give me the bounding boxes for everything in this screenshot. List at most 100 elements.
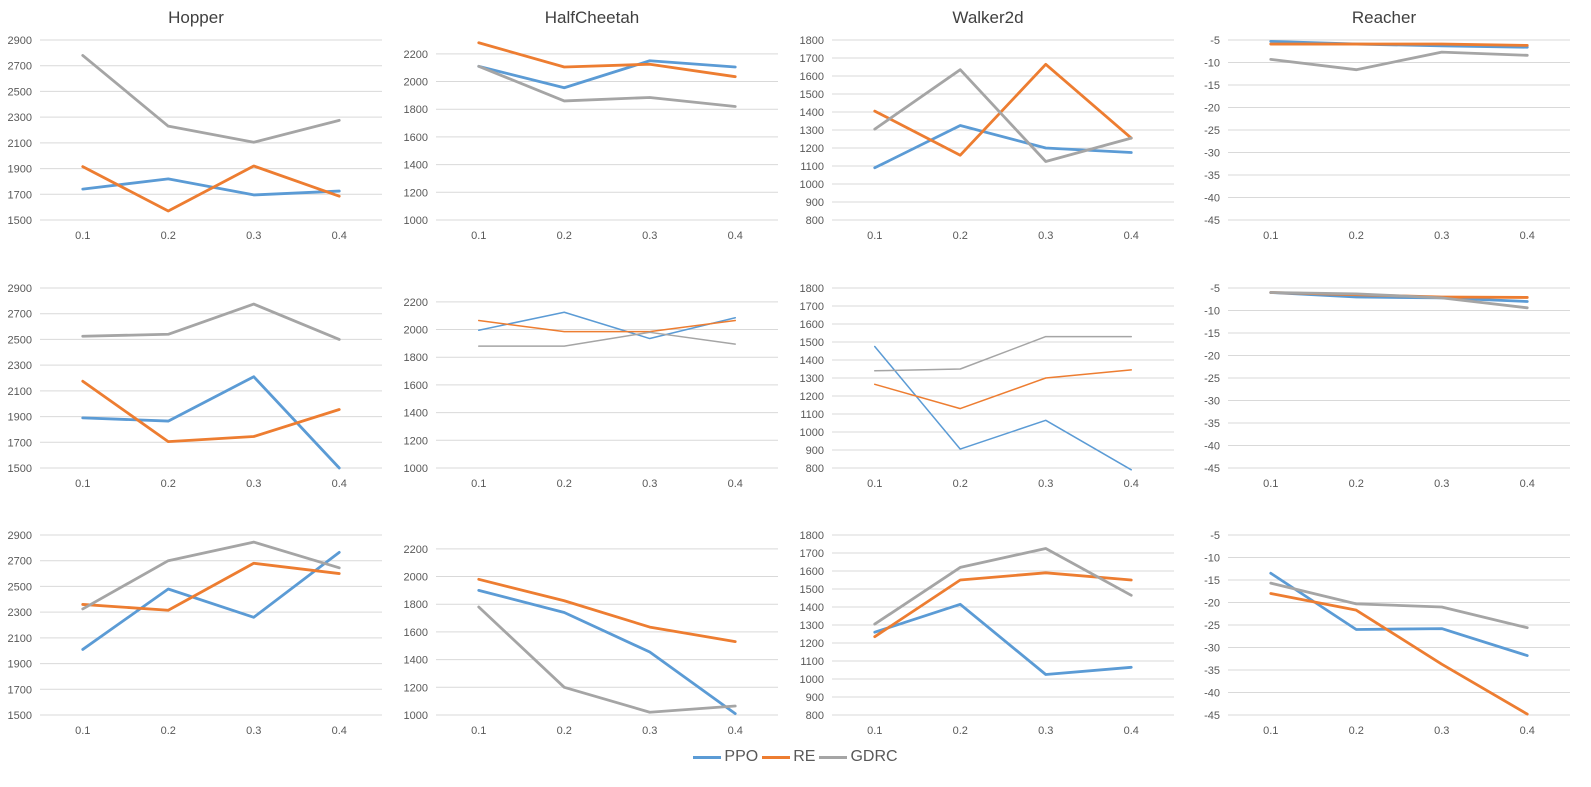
y-tick-label: 1600: [404, 627, 428, 639]
y-tick-label: 1700: [800, 53, 824, 65]
chart-svg: 1000 1200 1400 1600 1800 2000 2200 0.1 0.2 0.3 0.4: [404, 544, 778, 737]
x-tick-label: 0.1: [75, 478, 90, 490]
y-tick-label: 2500: [8, 86, 32, 98]
y-tick-label: -15: [1204, 575, 1220, 587]
y-tick-label: 1800: [404, 104, 428, 116]
y-tick-label: -5: [1210, 35, 1220, 47]
x-tick-label: 0.3: [642, 725, 657, 737]
x-tick-label: 0.4: [332, 478, 347, 490]
chart-svg: -45 -40 -35 -30 -25 -20 -15 -10 -5 0.1 0.2 0.3 0.4: [1204, 35, 1570, 242]
series-line-gdrc: [81, 54, 341, 144]
y-tick-label: -40: [1204, 193, 1220, 205]
y-tick-label: 1400: [800, 355, 824, 367]
x-tick-label: 0.4: [1520, 725, 1535, 737]
column-title-walker2d: Walker2d: [952, 8, 1024, 27]
y-tick-label: 1600: [800, 71, 824, 83]
legend-label-ppo: PPO: [724, 748, 759, 765]
y-tick-label: 1200: [404, 682, 428, 694]
series-line-re: [873, 62, 1133, 157]
y-tick-label: -25: [1204, 620, 1220, 632]
x-tick-label: 0.4: [728, 478, 743, 490]
series-line-re: [81, 379, 341, 444]
y-tick-label: 800: [806, 710, 824, 722]
y-tick-label: -40: [1204, 688, 1220, 700]
y-tick-label: -40: [1204, 441, 1220, 453]
y-tick-label: -35: [1204, 418, 1220, 430]
x-tick-label: 0.4: [1124, 725, 1139, 737]
x-tick-label: 0.1: [75, 230, 90, 242]
x-tick-label: 0.3: [642, 478, 657, 490]
x-tick-label: 0.2: [161, 230, 176, 242]
y-tick-label: 2300: [8, 607, 32, 619]
x-tick-label: 0.1: [471, 230, 486, 242]
legend-label-re: RE: [793, 748, 816, 765]
x-tick-label: 0.3: [1434, 725, 1449, 737]
series-line-gdrc: [477, 64, 737, 108]
column-title-halfcheetah: HalfCheetah: [544, 8, 640, 27]
chart-svg: 1000 1200 1400 1600 1800 2000 2200 0.1 0.2 0.3 0.4: [404, 41, 778, 242]
y-tick-label: 1600: [800, 319, 824, 331]
y-tick-label: 2300: [8, 112, 32, 124]
series-line-re: [873, 571, 1133, 639]
y-tick-label: 1700: [8, 189, 32, 201]
y-tick-label: -30: [1204, 643, 1220, 655]
legend-label-gdrc: GDRC: [850, 748, 898, 765]
chart-walker2d-row-2: 800 900 1000 1100 1200 1300 1400 1500 1600 1700 18…: [792, 248, 1184, 498]
chart-svg: 800 900 1000 1100 1200 1300 1400 1500 1600 1700 18…: [800, 283, 1174, 490]
y-tick-label: 2700: [8, 556, 32, 568]
series-line-ppo: [873, 602, 1133, 676]
y-tick-label: 2100: [8, 386, 32, 398]
legend-swatch-ppo: [693, 755, 722, 759]
y-tick-label: -5: [1210, 283, 1220, 295]
y-tick-label: 2900: [8, 530, 32, 542]
x-tick-label: 0.3: [642, 230, 657, 242]
series-line-gdrc: [1269, 50, 1529, 72]
chart-halfcheetah-row-2: 1000 1200 1400 1600 1800 2000 2200 0.1 0.2 0.3 0.4: [396, 248, 788, 498]
y-tick-label: -10: [1204, 553, 1220, 565]
y-tick-label: -10: [1204, 306, 1220, 318]
series-line-gdrc: [1269, 581, 1529, 630]
y-tick-label: 900: [806, 692, 824, 704]
y-tick-label: -35: [1204, 665, 1220, 677]
y-tick-label: 1400: [404, 655, 428, 667]
y-tick-label: 1800: [404, 599, 428, 611]
y-tick-label: 1000: [404, 710, 428, 722]
series-line-re: [478, 319, 736, 333]
x-tick-label: 0.3: [246, 725, 261, 737]
y-tick-label: -30: [1204, 148, 1220, 160]
chart-walker2d-row-1: 800 900 1000 1100 1200 1300 1400 1500 1600 1700 18…: [792, 0, 1184, 250]
x-tick-label: 0.1: [867, 478, 882, 490]
y-tick-label: 2200: [404, 49, 428, 61]
series-line-gdrc: [478, 331, 736, 347]
x-tick-label: 0.1: [471, 478, 486, 490]
y-tick-label: 2000: [404, 325, 428, 337]
y-tick-label: 1700: [800, 548, 824, 560]
chart-halfcheetah-row-3: 1000 1200 1400 1600 1800 2000 2200 0.1 0.2 0.3 0.4: [396, 495, 788, 745]
y-tick-label: 2300: [8, 360, 32, 372]
series-line-re: [477, 41, 737, 79]
legend-item-gdrc: GDRC: [819, 748, 898, 766]
series-line-re: [1269, 592, 1529, 716]
y-tick-label: 1800: [800, 530, 824, 542]
y-tick-label: 900: [806, 197, 824, 209]
legend-item-re: RE: [762, 748, 815, 766]
x-tick-label: 0.2: [1349, 230, 1364, 242]
legend-swatch-re: [762, 755, 791, 759]
series-line-gdrc: [874, 335, 1132, 372]
y-tick-label: 1800: [800, 35, 824, 47]
series-line-gdrc: [873, 68, 1133, 163]
series-line-re: [81, 561, 341, 612]
y-tick-label: 1600: [404, 380, 428, 392]
y-tick-label: 1900: [8, 659, 32, 671]
y-tick-label: 1500: [8, 215, 32, 227]
y-tick-label: 1700: [800, 301, 824, 313]
column-title-hopper: Hopper: [168, 8, 224, 27]
x-tick-label: 0.4: [1520, 478, 1535, 490]
y-tick-label: 800: [806, 463, 824, 475]
chart-svg: 1000 1200 1400 1600 1800 2000 2200 0.1 0.2 0.3 0.4: [404, 297, 778, 490]
x-tick-label: 0.2: [557, 725, 572, 737]
y-tick-label: -15: [1204, 328, 1220, 340]
y-tick-label: 1100: [800, 409, 824, 421]
y-tick-label: 1300: [800, 373, 824, 385]
x-tick-label: 0.4: [1520, 230, 1535, 242]
